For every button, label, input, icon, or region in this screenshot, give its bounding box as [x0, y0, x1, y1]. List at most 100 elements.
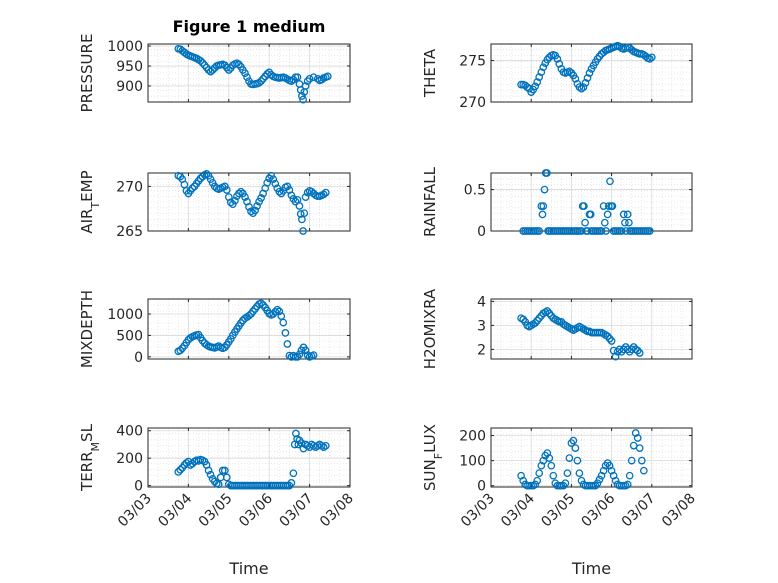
x-tick-label: 03/08 [659, 491, 699, 531]
data-point [321, 441, 330, 450]
data-point [245, 203, 253, 211]
data-point [321, 188, 330, 197]
data-point [609, 471, 618, 480]
data-point [607, 466, 616, 475]
y-tick-label: 500 [116, 328, 143, 344]
data-point [617, 227, 626, 235]
y-axis-label: RAINFALL [421, 166, 439, 237]
y-tick-label: 1000 [107, 307, 143, 323]
data-point [595, 475, 604, 484]
x-tick-label: 03/04 [498, 490, 538, 530]
subplot-theta: 270 275 THETA [421, 41, 693, 111]
data-point [309, 73, 318, 82]
data-point [317, 75, 326, 84]
data-point [545, 454, 554, 462]
data-point [535, 469, 544, 478]
data-point [257, 194, 265, 202]
data-point [606, 177, 614, 186]
data-point [533, 476, 542, 485]
y-tick-label: 4 [477, 294, 486, 310]
data-point [619, 210, 628, 219]
data-point [537, 68, 546, 77]
data-point [599, 202, 608, 210]
data-point [540, 185, 549, 194]
axes-box [147, 43, 351, 103]
data-point [602, 227, 610, 235]
data-point [581, 79, 590, 87]
data-point [531, 480, 540, 489]
y-tick-label: 900 [116, 79, 143, 95]
data-point [538, 210, 547, 219]
data-point [300, 209, 309, 218]
y-tick-label: 200 [459, 429, 486, 445]
x-tick-label: 03/06 [236, 490, 276, 530]
y-tick-label: 0 [477, 224, 486, 240]
data-point [298, 92, 306, 100]
data-point [623, 480, 632, 489]
data-point [279, 318, 288, 327]
data-point [633, 434, 642, 442]
x-axis-label: Time [228, 559, 268, 578]
data-point [543, 169, 551, 177]
data-point [599, 466, 608, 475]
data-point [625, 218, 633, 227]
data-point [600, 218, 609, 227]
data-point [317, 441, 326, 450]
data-point [222, 473, 231, 482]
y-tick-label: 200 [116, 451, 143, 467]
data-point [271, 179, 280, 188]
data-point [543, 449, 552, 457]
data-point [247, 207, 255, 216]
data-point [301, 346, 310, 355]
data-point [204, 466, 213, 475]
x-tick-label: 03/07 [619, 491, 659, 531]
data-point [299, 227, 307, 235]
y-tick-label: 100 [459, 454, 486, 470]
data-point [214, 480, 223, 489]
data-point [621, 218, 629, 227]
y-tick-label: 2 [477, 342, 486, 358]
y-tick-label: 270 [459, 95, 486, 111]
data-point [224, 66, 233, 74]
data-point [301, 82, 310, 90]
data-point [547, 461, 556, 470]
data-point [581, 218, 589, 227]
y-tick-label: 265 [116, 224, 143, 240]
data-point [608, 202, 617, 210]
y-tick-label: 270 [116, 179, 143, 195]
data-point [301, 193, 310, 201]
data-point [569, 436, 578, 445]
data-point [575, 469, 584, 478]
y-axis-label: MIXDEPTH [78, 290, 96, 368]
y-axis-label: TERRMSL [78, 423, 102, 492]
data-point [563, 469, 572, 478]
data-point [553, 55, 562, 63]
data-point [305, 74, 314, 83]
subplot-terr-msl: 0 200 400 TERRMSL 03/03 03/04 03/05 03/06 03/07 0… [78, 423, 357, 578]
data-point [611, 476, 620, 485]
data-point [309, 351, 318, 359]
y-tick-label: 0 [477, 479, 486, 495]
y-axis-label: THETA [421, 48, 439, 98]
subplot-sun-flux: 0 100 200 SUNFLUX 03/03 03/04 03/05 03/06 03/07 0… [421, 424, 699, 578]
data-point [607, 337, 616, 345]
data-point [202, 170, 211, 178]
data-point [287, 77, 296, 86]
data-point [269, 310, 278, 318]
data-point [295, 202, 304, 210]
data-point [226, 198, 235, 207]
data-point [245, 311, 253, 320]
data-point [188, 184, 197, 193]
subplot-air-temp: 265 270 AIRTEMP [78, 170, 351, 240]
data-point [549, 471, 558, 480]
y-axis-label: PRESSURE [78, 34, 96, 113]
data-point [585, 69, 594, 77]
data-point [577, 476, 586, 485]
data-point [257, 299, 265, 308]
data-point [575, 83, 584, 91]
data-point [565, 454, 574, 462]
data-point [222, 186, 231, 194]
data-point [273, 305, 282, 314]
x-tick-label: 03/03 [115, 491, 155, 531]
